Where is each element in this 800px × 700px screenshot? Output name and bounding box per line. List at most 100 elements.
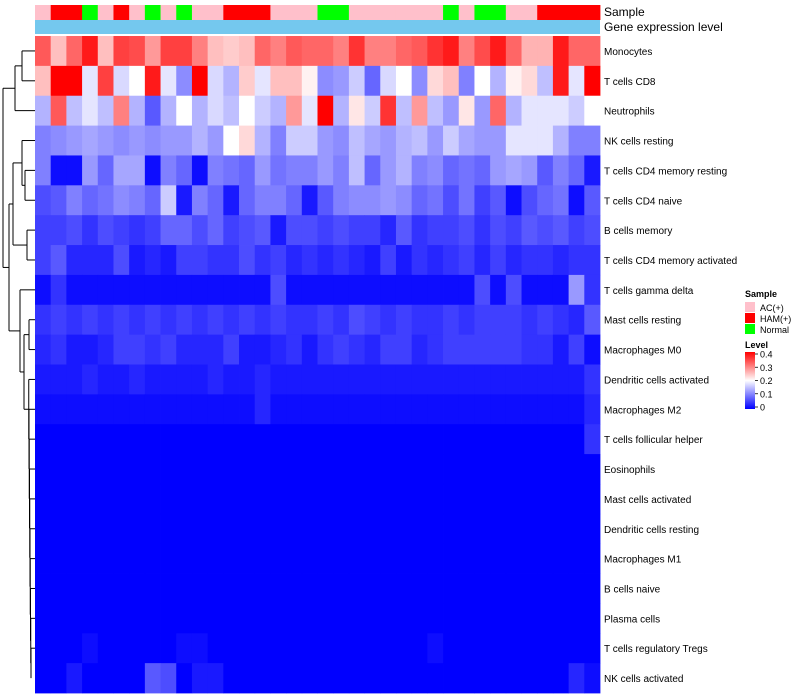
heatmap-cell — [521, 65, 538, 97]
heatmap-cell — [458, 65, 475, 97]
heatmap-cell — [270, 334, 287, 365]
heatmap-cell — [552, 483, 570, 515]
heatmap-cell — [191, 663, 209, 694]
heatmap-cell — [223, 274, 240, 306]
heatmap-cell — [301, 364, 318, 395]
heatmap-cell — [301, 274, 318, 306]
heatmap-cell — [317, 245, 334, 276]
heatmap-cell — [270, 424, 287, 455]
heatmap-cell — [35, 663, 52, 694]
heatmap-cell — [584, 573, 601, 604]
heatmap-cell — [505, 304, 522, 336]
heatmap-cell — [317, 36, 334, 67]
heatmap-cell — [458, 125, 475, 156]
heatmap-cell — [364, 603, 381, 634]
heatmap-cell — [207, 543, 224, 574]
heatmap-cell — [35, 603, 52, 634]
heatmap-cell — [129, 215, 146, 246]
heatmap-cell — [223, 65, 240, 97]
heatmap-cell — [348, 543, 365, 574]
heatmap-cell — [380, 543, 397, 574]
heatmap-cell — [443, 155, 460, 186]
heatmap-cell — [474, 573, 491, 604]
heatmap-cell — [144, 95, 161, 126]
heatmap-cell — [552, 424, 570, 455]
heatmap-cell — [97, 65, 114, 97]
heatmap-cell — [443, 483, 460, 515]
heatmap-cell — [223, 185, 240, 216]
heatmap-cell — [97, 155, 114, 186]
heatmap-cell — [505, 364, 522, 395]
heatmap-cell — [568, 603, 585, 634]
heatmap-cell — [443, 36, 460, 67]
heatmap-cell — [35, 36, 52, 67]
heatmap-cell — [411, 125, 428, 156]
heatmap-cell — [270, 483, 287, 515]
heatmap-cell — [97, 185, 114, 216]
heatmap-cell — [207, 483, 224, 515]
heatmap-cell — [584, 424, 601, 455]
heatmap-cell — [223, 543, 240, 574]
heatmap-cell — [97, 245, 114, 276]
heatmap-cell — [97, 543, 114, 574]
row-label: Macrophages M1 — [604, 555, 682, 566]
heatmap-cell — [348, 483, 365, 515]
heatmap-cell — [50, 543, 67, 574]
heatmap-cell — [380, 364, 397, 395]
level-legend-title: Level — [745, 340, 768, 350]
heatmap-cell — [505, 65, 522, 97]
heatmap-cell — [207, 454, 224, 485]
heatmap-cell — [113, 155, 130, 186]
heatmap-cell — [443, 304, 460, 336]
heatmap-cell — [270, 304, 287, 336]
heatmap-cell — [191, 513, 209, 545]
heatmap-cell — [364, 185, 381, 216]
heatmap-cell — [301, 125, 318, 156]
heatmap-cell — [490, 663, 507, 694]
row-label: B cells memory — [604, 226, 672, 237]
heatmap-cell — [301, 424, 318, 455]
heatmap-cell — [270, 125, 287, 156]
heatmap-cell — [474, 394, 491, 425]
heatmap-cell — [270, 573, 287, 604]
sample-annotation-cell — [348, 5, 365, 20]
heatmap-cell — [82, 215, 99, 246]
heatmap-cell — [35, 334, 52, 365]
row-label: Monocytes — [604, 47, 652, 58]
heatmap-cell — [364, 65, 381, 97]
heatmap-cell — [364, 424, 381, 455]
heatmap-cell — [537, 573, 554, 604]
heatmap-cell — [301, 633, 318, 664]
heatmap-cell — [97, 215, 114, 246]
heatmap-cell — [176, 125, 193, 156]
heatmap-cell — [552, 394, 570, 425]
heatmap-cell — [66, 483, 83, 515]
heatmap-cell — [411, 334, 428, 365]
heatmap-cell — [317, 95, 334, 126]
heatmap-cell — [113, 215, 130, 246]
heatmap-cell — [144, 245, 161, 276]
heatmap-cell — [380, 125, 397, 156]
heatmap-cell — [443, 633, 460, 664]
heatmap-cell — [270, 274, 287, 306]
heatmap-cell — [584, 663, 601, 694]
heatmap-cell — [35, 185, 52, 216]
sample-annotation-cell — [364, 5, 381, 20]
heatmap-cell — [50, 364, 67, 395]
heatmap-cell — [97, 603, 114, 634]
heatmap-cell — [129, 663, 146, 694]
heatmap-cell — [66, 603, 83, 634]
heatmap-cell — [568, 483, 585, 515]
heatmap-cell — [333, 603, 350, 634]
heatmap-cell — [474, 185, 491, 216]
heatmap-cell — [191, 215, 209, 246]
heatmap-cell — [191, 394, 209, 425]
heatmap-cell — [317, 125, 334, 156]
heatmap-cell — [301, 245, 318, 276]
heatmap-cell — [490, 633, 507, 664]
heatmap-cell — [521, 663, 538, 694]
sample-annotation-cell — [537, 5, 554, 20]
gene-expression-annotation-track — [35, 20, 600, 34]
heatmap-cell — [474, 36, 491, 67]
heatmap-cell — [348, 603, 365, 634]
